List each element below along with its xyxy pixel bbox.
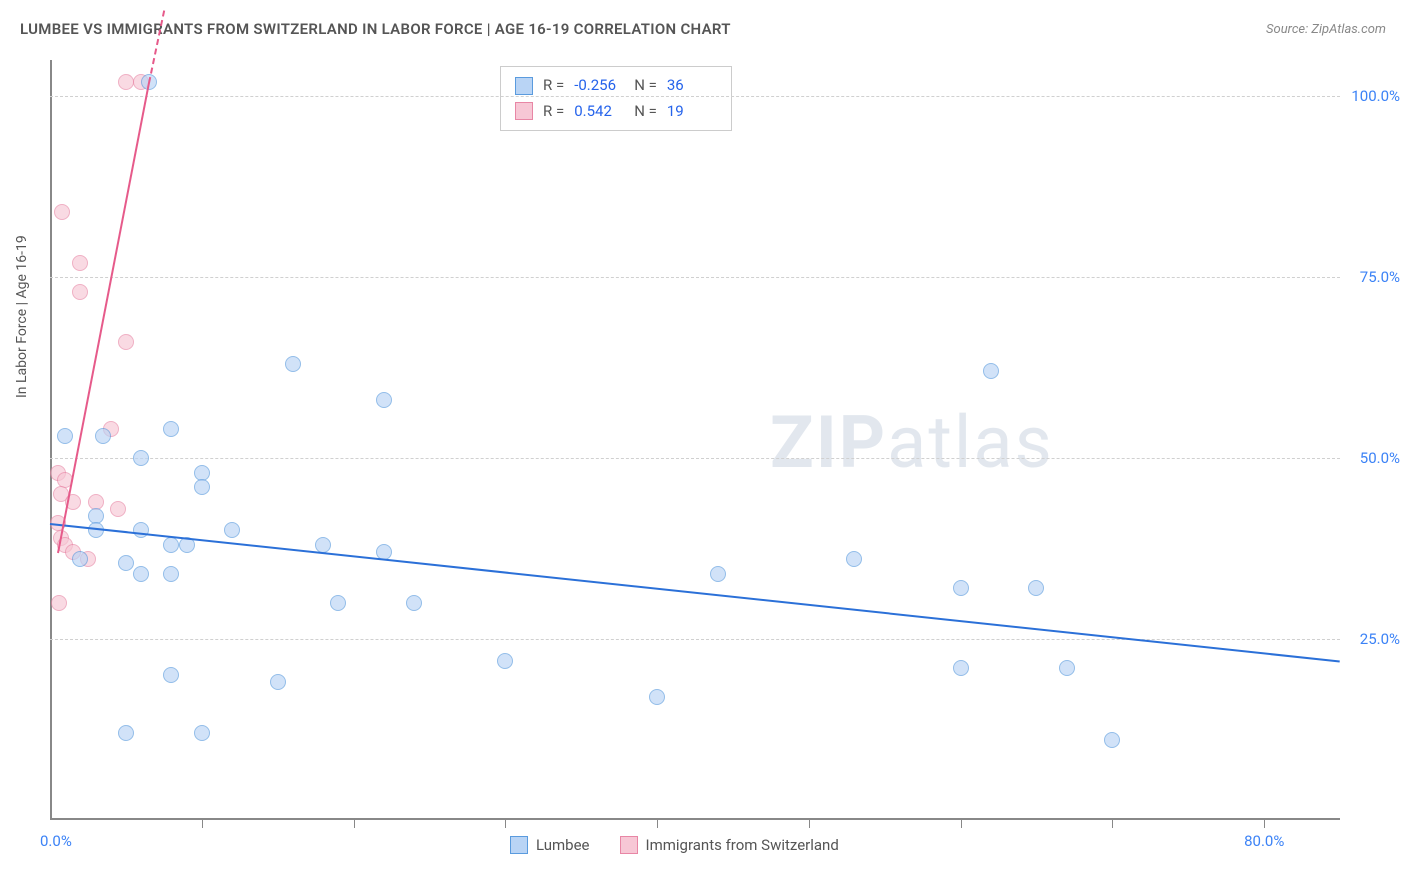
x-tick xyxy=(657,820,658,828)
n-label: N = xyxy=(634,99,657,125)
data-point-lumbee xyxy=(118,725,134,741)
x-tick xyxy=(505,820,506,828)
data-point-lumbee xyxy=(1059,660,1075,676)
r-label: R = xyxy=(543,73,564,99)
data-point-lumbee xyxy=(163,667,179,683)
x-tick xyxy=(202,820,203,828)
data-point-lumbee xyxy=(133,566,149,582)
x-axis-label-min: 0.0% xyxy=(40,832,72,850)
data-point-lumbee xyxy=(133,522,149,538)
data-point-lumbee xyxy=(1028,580,1044,596)
x-tick xyxy=(354,820,355,828)
gridline-h xyxy=(50,458,1340,459)
data-point-lumbee xyxy=(846,551,862,567)
legend-item-swiss: Immigrants from Switzerland xyxy=(620,836,839,854)
legend-row-lumbee: R = -0.256 N = 36 xyxy=(515,73,717,99)
data-point-lumbee xyxy=(72,551,88,567)
y-axis xyxy=(50,60,52,820)
source-attribution: Source: ZipAtlas.com xyxy=(1266,22,1386,37)
gridline-h xyxy=(50,277,1340,278)
legend-item-lumbee: Lumbee xyxy=(510,836,590,854)
trendline-lumbee xyxy=(50,523,1340,663)
legend-swatch-swiss xyxy=(515,102,533,120)
data-point-lumbee xyxy=(285,356,301,372)
data-point-lumbee xyxy=(163,566,179,582)
x-tick xyxy=(1112,820,1113,828)
data-point-lumbee xyxy=(95,428,111,444)
n-value-swiss: 19 xyxy=(667,99,717,125)
y-tick-label: 50.0% xyxy=(1360,449,1400,467)
r-label: R = xyxy=(543,99,564,125)
data-point-swiss xyxy=(118,74,134,90)
y-tick-label: 100.0% xyxy=(1351,87,1400,105)
data-point-lumbee xyxy=(953,580,969,596)
data-point-lumbee xyxy=(497,653,513,669)
y-axis-title: In Labor Force | Age 16-19 xyxy=(14,235,30,398)
data-point-lumbee xyxy=(649,689,665,705)
r-value-lumbee: -0.256 xyxy=(574,73,624,99)
x-axis xyxy=(50,818,1340,820)
data-point-lumbee xyxy=(133,450,149,466)
data-point-lumbee xyxy=(194,725,210,741)
legend-swatch-swiss-2 xyxy=(620,836,638,854)
data-point-swiss xyxy=(54,204,70,220)
trendline-swiss xyxy=(57,83,150,554)
data-point-lumbee xyxy=(1104,732,1120,748)
legend-row-swiss: R = 0.542 N = 19 xyxy=(515,99,717,125)
data-point-lumbee xyxy=(710,566,726,582)
chart-container: LUMBEE VS IMMIGRANTS FROM SWITZERLAND IN… xyxy=(0,0,1406,892)
r-value-swiss: 0.542 xyxy=(574,99,624,125)
legend-label-swiss: Immigrants from Switzerland xyxy=(646,836,839,854)
gridline-h xyxy=(50,96,1340,97)
x-tick xyxy=(961,820,962,828)
n-label: N = xyxy=(634,73,657,99)
data-point-swiss xyxy=(72,284,88,300)
legend-label-lumbee: Lumbee xyxy=(536,836,590,854)
data-point-lumbee xyxy=(270,674,286,690)
data-point-lumbee xyxy=(118,555,134,571)
y-tick-label: 25.0% xyxy=(1360,630,1400,648)
data-point-swiss xyxy=(72,255,88,271)
legend-swatch-lumbee-2 xyxy=(510,836,528,854)
data-point-swiss xyxy=(118,334,134,350)
legend-swatch-lumbee xyxy=(515,77,533,95)
data-point-lumbee xyxy=(57,428,73,444)
data-point-lumbee xyxy=(983,363,999,379)
n-value-lumbee: 36 xyxy=(667,73,717,99)
data-point-swiss xyxy=(51,595,67,611)
plot-area: In Labor Force | Age 16-19 ZIPatlas R = … xyxy=(50,60,1340,820)
series-legend: Lumbee Immigrants from Switzerland xyxy=(510,836,839,854)
x-tick xyxy=(809,820,810,828)
y-tick-label: 75.0% xyxy=(1360,268,1400,286)
watermark-light: atlas xyxy=(887,400,1054,485)
data-point-lumbee xyxy=(194,479,210,495)
data-point-lumbee xyxy=(406,595,422,611)
x-axis-label-max: 80.0% xyxy=(1244,832,1284,850)
data-point-lumbee xyxy=(376,392,392,408)
x-tick xyxy=(1264,820,1265,828)
data-point-lumbee xyxy=(953,660,969,676)
watermark-bold: ZIP xyxy=(770,400,887,485)
data-point-lumbee xyxy=(163,421,179,437)
chart-title: LUMBEE VS IMMIGRANTS FROM SWITZERLAND IN… xyxy=(20,20,731,38)
data-point-swiss xyxy=(110,501,126,517)
data-point-lumbee xyxy=(330,595,346,611)
data-point-lumbee xyxy=(224,522,240,538)
watermark: ZIPatlas xyxy=(770,400,1054,485)
data-point-lumbee xyxy=(163,537,179,553)
correlation-legend: R = -0.256 N = 36 R = 0.542 N = 19 xyxy=(500,66,732,131)
